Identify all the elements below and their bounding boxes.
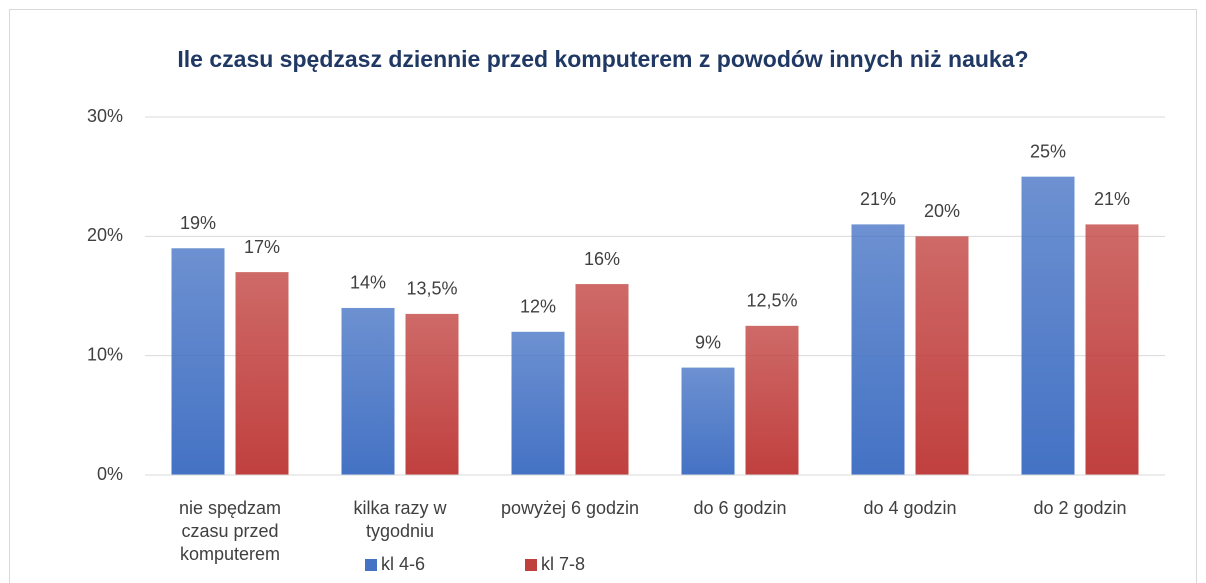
legend-label: kl 7-8 xyxy=(541,554,585,574)
x-tick-label: kilka razy w tygodniu xyxy=(353,498,447,541)
data-label: 13,5% xyxy=(406,279,457,299)
chart-title: Ile czasu spędzasz dziennie przed komput… xyxy=(177,46,1029,72)
y-tick-label: 10% xyxy=(87,344,123,364)
bar xyxy=(1021,176,1075,475)
data-label: 16% xyxy=(584,249,620,269)
x-tick-label: do 4 godzin xyxy=(863,498,957,518)
data-label: 12% xyxy=(520,297,556,317)
chart-border xyxy=(9,9,1197,583)
data-label: 21% xyxy=(860,189,896,209)
x-tick-label: do 6 godzin xyxy=(693,498,787,518)
legend-swatch xyxy=(365,559,377,571)
legend-swatch xyxy=(525,559,537,571)
data-label: 25% xyxy=(1030,141,1066,161)
data-label: 20% xyxy=(924,201,960,221)
x-tick-label: do 2 godzin xyxy=(1033,498,1127,518)
bar xyxy=(405,313,459,475)
bar xyxy=(851,224,905,475)
bar xyxy=(915,236,969,475)
bar xyxy=(341,307,395,475)
bar xyxy=(171,248,225,475)
bar xyxy=(1085,224,1139,475)
bar xyxy=(575,284,629,475)
data-label: 17% xyxy=(244,237,280,257)
bar xyxy=(745,325,799,475)
data-label: 14% xyxy=(350,273,386,293)
x-tick-label: nie spędzam czasu przed komputerem xyxy=(178,498,282,564)
bar xyxy=(235,272,289,475)
data-label: 12,5% xyxy=(746,291,797,311)
data-label: 19% xyxy=(180,213,216,233)
y-tick-label: 20% xyxy=(87,225,123,245)
y-tick-label: 0% xyxy=(97,464,123,484)
data-label: 9% xyxy=(695,332,721,352)
x-tick-label: powyżej 6 godzin xyxy=(500,498,640,518)
bar xyxy=(681,367,735,475)
data-label: 21% xyxy=(1094,189,1130,209)
bar xyxy=(511,331,565,475)
y-tick-label: 30% xyxy=(87,106,123,126)
legend-label: kl 4-6 xyxy=(381,554,425,574)
